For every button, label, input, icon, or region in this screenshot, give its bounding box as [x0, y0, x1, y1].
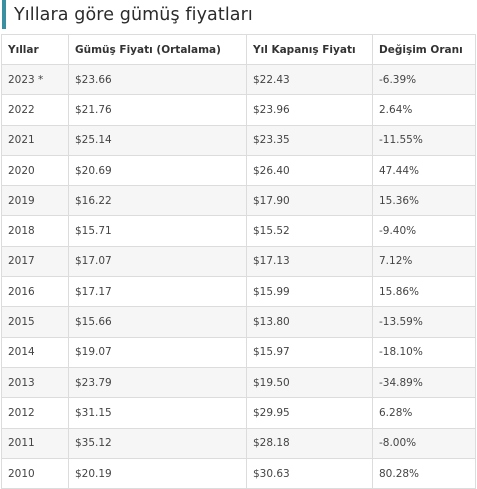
- table-row: 2017 $17.07 $17.13 7.12%: [1, 245, 476, 278]
- table-row: 2022 $21.76 $23.96 2.64%: [1, 94, 476, 126]
- cell-average-price: $31.15: [68, 397, 247, 429]
- table-row: 2013 $23.79 $19.50 -34.89%: [1, 366, 476, 399]
- cell-year: 2021: [1, 124, 69, 156]
- cell-closing-price: $28.18: [246, 427, 373, 459]
- cell-closing-price: $23.96: [246, 94, 373, 126]
- cell-year: 2019: [1, 185, 69, 217]
- cell-closing-price: $17.13: [246, 245, 373, 278]
- table-row: 2018 $15.71 $15.52 -9.40%: [1, 215, 476, 247]
- silver-price-table: Yıllar Gümüş Fiyatı (Ortalama) Yıl Kapan…: [1, 34, 476, 489]
- cell-closing-price: $23.35: [246, 124, 373, 156]
- table-row: 2019 $16.22 $17.90 15.36%: [1, 185, 476, 217]
- cell-closing-price: $15.52: [246, 215, 373, 247]
- table-row: 2020 $20.69 $26.40 47.44%: [1, 154, 476, 187]
- cell-average-price: $16.22: [68, 185, 247, 217]
- cell-change-rate: -18.10%: [372, 336, 476, 368]
- cell-closing-price: $26.40: [246, 154, 373, 187]
- cell-change-rate: 7.12%: [372, 245, 476, 278]
- cell-year: 2010: [1, 457, 69, 489]
- cell-closing-price: $22.43: [246, 63, 373, 96]
- cell-change-rate: -11.55%: [372, 124, 476, 156]
- cell-year: 2014: [1, 336, 69, 368]
- cell-closing-price: $29.95: [246, 397, 373, 429]
- cell-year: 2013: [1, 366, 69, 399]
- cell-average-price: $23.66: [68, 63, 247, 96]
- cell-year: 2023 *: [1, 63, 69, 96]
- cell-change-rate: 47.44%: [372, 154, 476, 187]
- cell-average-price: $20.69: [68, 154, 247, 187]
- table-row: 2016 $17.17 $15.99 15.86%: [1, 276, 476, 308]
- section-heading: Yıllara göre gümüş fiyatları: [2, 0, 472, 29]
- table-row: 2021 $25.14 $23.35 -11.55%: [1, 124, 476, 156]
- cell-change-rate: 2.64%: [372, 94, 476, 126]
- cell-year: 2018: [1, 215, 69, 247]
- table-header-row: Yıllar Gümüş Fiyatı (Ortalama) Yıl Kapan…: [1, 34, 476, 65]
- header-closing-price: Yıl Kapanış Fiyatı: [246, 34, 373, 65]
- cell-average-price: $21.76: [68, 94, 247, 126]
- cell-year: 2022: [1, 94, 69, 126]
- cell-change-rate: 15.36%: [372, 185, 476, 217]
- page-title: Yıllara göre gümüş fiyatları: [14, 4, 253, 25]
- cell-average-price: $17.17: [68, 276, 247, 308]
- table-row: 2010 $20.19 $30.63 80.28%: [1, 457, 476, 489]
- cell-average-price: $35.12: [68, 427, 247, 459]
- table-row: 2011 $35.12 $28.18 -8.00%: [1, 427, 476, 459]
- cell-year: 2012: [1, 397, 69, 429]
- cell-closing-price: $17.90: [246, 185, 373, 217]
- cell-change-rate: -9.40%: [372, 215, 476, 247]
- cell-year: 2016: [1, 276, 69, 308]
- cell-average-price: $17.07: [68, 245, 247, 278]
- cell-year: 2011: [1, 427, 69, 459]
- table-row: 2015 $15.66 $13.80 -13.59%: [1, 306, 476, 338]
- cell-average-price: $15.71: [68, 215, 247, 247]
- cell-closing-price: $30.63: [246, 457, 373, 489]
- cell-average-price: $23.79: [68, 366, 247, 399]
- cell-closing-price: $15.97: [246, 336, 373, 368]
- cell-average-price: $20.19: [68, 457, 247, 489]
- cell-average-price: $19.07: [68, 336, 247, 368]
- cell-closing-price: $13.80: [246, 306, 373, 338]
- cell-change-rate: 15.86%: [372, 276, 476, 308]
- cell-change-rate: -6.39%: [372, 63, 476, 96]
- cell-closing-price: $15.99: [246, 276, 373, 308]
- table-row: 2014 $19.07 $15.97 -18.10%: [1, 336, 476, 368]
- cell-year: 2017: [1, 245, 69, 278]
- cell-average-price: $15.66: [68, 306, 247, 338]
- cell-change-rate: -8.00%: [372, 427, 476, 459]
- cell-average-price: $25.14: [68, 124, 247, 156]
- header-average-price: Gümüş Fiyatı (Ortalama): [68, 34, 247, 65]
- header-year: Yıllar: [1, 34, 69, 65]
- table-body: 2023 * $23.66 $22.43 -6.39% 2022 $21.76 $23.96…: [1, 63, 476, 489]
- table-row: 2012 $31.15 $29.95 6.28%: [1, 397, 476, 429]
- table-row: 2023 * $23.66 $22.43 -6.39%: [1, 63, 476, 96]
- cell-year: 2015: [1, 306, 69, 338]
- cell-change-rate: -13.59%: [372, 306, 476, 338]
- cell-closing-price: $19.50: [246, 366, 373, 399]
- header-change-rate: Değişim Oranı: [372, 34, 476, 65]
- cell-change-rate: 80.28%: [372, 457, 476, 489]
- cell-year: 2020: [1, 154, 69, 187]
- cell-change-rate: 6.28%: [372, 397, 476, 429]
- cell-change-rate: -34.89%: [372, 366, 476, 399]
